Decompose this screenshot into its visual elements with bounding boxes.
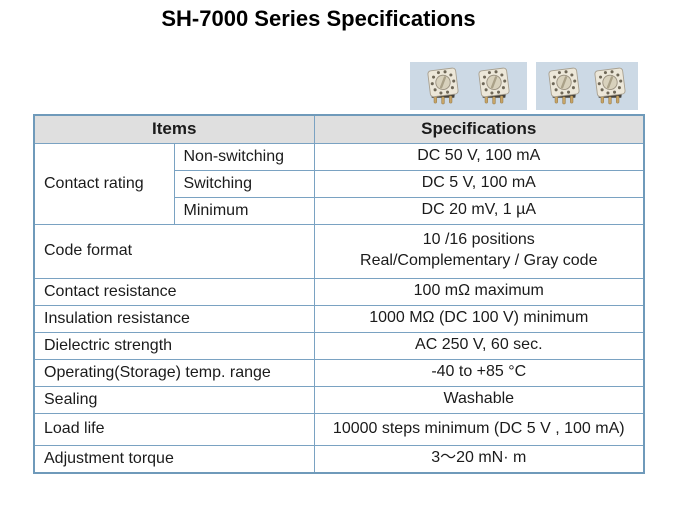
table-row: Insulation resistance 1000 MΩ (DC 100 V)…: [33, 304, 645, 333]
rotary-switch-icon: [592, 65, 628, 107]
table-row: Load life 10000 steps minimum (DC 5 V , …: [33, 412, 645, 446]
spec-operating-temp-range: -40 to +85 °C: [313, 358, 645, 387]
table-row: Dielectric strength AC 250 V, 60 sec.: [33, 331, 645, 360]
table-row: Code format 10 /16 positions Real/Comple…: [33, 223, 645, 279]
item-contact-rating: Contact rating: [33, 142, 175, 225]
product-photo-smd-switches: [410, 62, 527, 110]
rotary-switch-icon: [425, 65, 461, 107]
item-minimum: Minimum: [173, 196, 315, 225]
item-switching: Switching: [173, 169, 315, 198]
item-sealing: Sealing: [33, 385, 315, 414]
page-title: SH-7000 Series Specifications: [161, 6, 476, 31]
table-row: Contact resistance 100 mΩ maximum: [33, 277, 645, 306]
table-row: Sealing Washable: [33, 385, 645, 414]
table-row: Contact rating Non-switching DC 50 V, 10…: [33, 142, 645, 225]
column-header-items: Items: [33, 114, 315, 144]
table-row: Operating(Storage) temp. range -40 to +8…: [33, 358, 645, 387]
table-row: Adjustment torque 3～20 mN· m: [33, 444, 645, 474]
rotary-switch-icon: [476, 65, 512, 107]
column-header-specifications: Specifications: [313, 114, 645, 144]
spec-non-switching: DC 50 V, 100 mA: [313, 142, 645, 171]
product-photo-through-hole-switches: [536, 62, 638, 110]
spec-minimum: DC 20 mV, 1 µA: [313, 196, 645, 225]
item-code-format: Code format: [33, 223, 315, 279]
spec-code-format-line2: Real/Complementary / Gray code: [360, 252, 598, 269]
specifications-table: Items Specifications Contact rating Non-…: [33, 114, 646, 474]
item-operating-temp-range: Operating(Storage) temp. range: [33, 358, 315, 387]
table-header-row: Items Specifications: [33, 114, 645, 144]
rotary-switch-icon: [546, 65, 582, 107]
spec-switching: DC 5 V, 100 mA: [313, 169, 645, 198]
item-contact-resistance: Contact resistance: [33, 277, 315, 306]
spec-sealing: Washable: [313, 385, 645, 414]
table-row: Switching DC 5 V, 100 mA: [34, 169, 645, 198]
spec-adjustment-torque: 3～20 mN· m: [313, 444, 645, 474]
spec-contact-resistance: 100 mΩ maximum: [313, 277, 645, 306]
spec-code-format: 10 /16 positions Real/Complementary / Gr…: [313, 223, 645, 279]
spec-insulation-resistance: 1000 MΩ (DC 100 V) minimum: [313, 304, 645, 333]
item-adjustment-torque: Adjustment torque: [33, 444, 315, 474]
table-row: Minimum DC 20 mV, 1 µA: [34, 196, 645, 225]
spec-code-format-line1: 10 /16 positions: [422, 231, 535, 249]
item-non-switching: Non-switching: [173, 142, 315, 171]
item-insulation-resistance: Insulation resistance: [33, 304, 315, 333]
spec-dielectric-strength: AC 250 V, 60 sec.: [313, 331, 645, 360]
spec-load-life: 10000 steps minimum (DC 5 V , 100 mA): [313, 412, 645, 446]
item-dielectric-strength: Dielectric strength: [33, 331, 315, 360]
item-load-life: Load life: [33, 412, 315, 446]
